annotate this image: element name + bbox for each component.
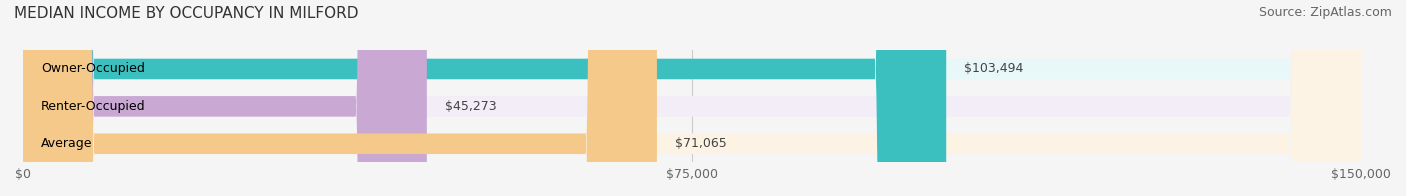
FancyBboxPatch shape [22,0,1361,196]
FancyBboxPatch shape [22,0,1361,196]
Text: Renter-Occupied: Renter-Occupied [41,100,145,113]
FancyBboxPatch shape [22,0,427,196]
Text: $71,065: $71,065 [675,137,727,150]
FancyBboxPatch shape [22,0,657,196]
Text: Average: Average [41,137,93,150]
Text: Owner-Occupied: Owner-Occupied [41,63,145,75]
FancyBboxPatch shape [22,0,946,196]
FancyBboxPatch shape [22,0,1361,196]
Text: $103,494: $103,494 [965,63,1024,75]
Text: Source: ZipAtlas.com: Source: ZipAtlas.com [1258,6,1392,19]
Text: MEDIAN INCOME BY OCCUPANCY IN MILFORD: MEDIAN INCOME BY OCCUPANCY IN MILFORD [14,6,359,21]
Text: $45,273: $45,273 [444,100,496,113]
